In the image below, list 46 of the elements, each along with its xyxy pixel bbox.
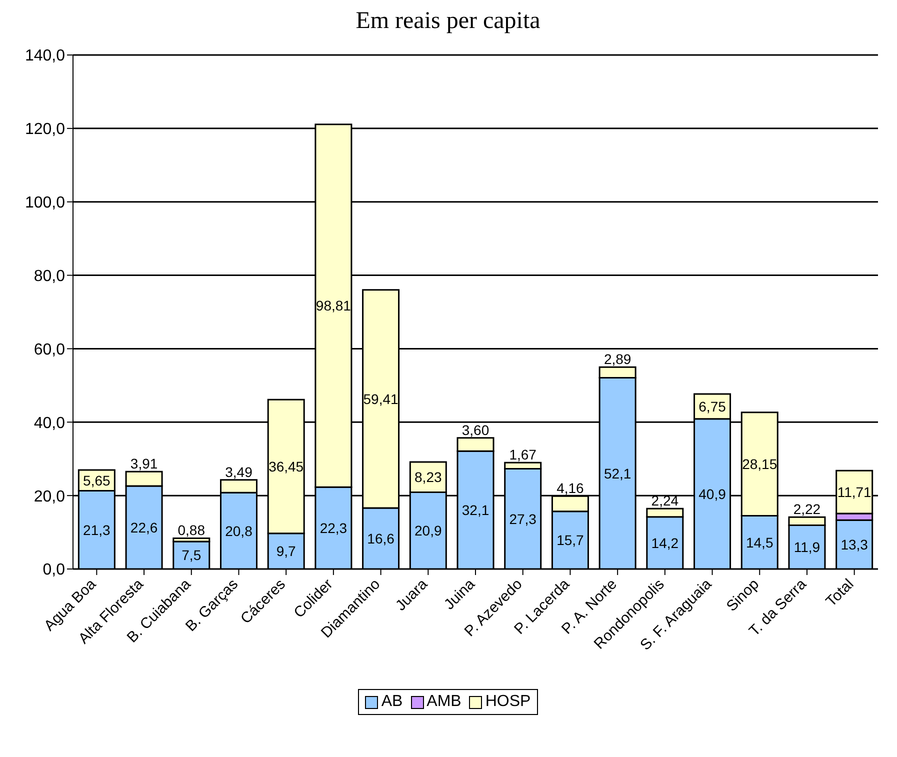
legend-label: HOSP: [485, 693, 531, 711]
data-label: 11,9: [794, 539, 820, 556]
data-label: 98,81: [316, 298, 352, 314]
data-label: 3,91: [130, 456, 158, 472]
y-tick-label: 20,0: [34, 488, 66, 506]
data-label: 52,1: [604, 465, 632, 482]
data-label: 1,67: [509, 446, 537, 463]
data-label: 27,3: [509, 510, 537, 527]
data-label: 16,6: [367, 530, 395, 547]
data-label: 14,2: [651, 534, 679, 551]
data-label: 15,7: [556, 532, 584, 548]
data-label: 6,75: [698, 398, 726, 414]
data-label: 5,65: [83, 472, 111, 488]
data-label: 20,9: [414, 522, 442, 539]
data-label: 20,8: [225, 522, 253, 539]
y-tick-label: 140,0: [24, 48, 66, 65]
data-label: 11,71: [837, 484, 872, 500]
data-label: 3,49: [225, 464, 253, 480]
data-label: 28,15: [742, 456, 778, 472]
data-label: 22,6: [130, 520, 158, 536]
y-tick-label: 60,0: [34, 341, 66, 358]
data-label: 8,23: [414, 469, 442, 486]
data-label: 2,89: [604, 351, 632, 368]
legend-label: AMB: [426, 693, 462, 711]
data-label: 2,22: [793, 501, 821, 518]
y-tick-label: 40,0: [34, 414, 66, 432]
data-label: 40,9: [698, 486, 726, 502]
data-label: 2,24: [651, 492, 679, 509]
data-label: 22,3: [320, 520, 348, 536]
data-label: 13,3: [840, 536, 868, 553]
data-label: 7,5: [182, 547, 202, 564]
data-label: 14,5: [746, 534, 774, 550]
y-tick-label: 120,0: [24, 121, 66, 138]
legend-label: AB: [381, 693, 403, 711]
y-tick-label: 100,0: [24, 194, 66, 212]
data-label: 4,16: [556, 480, 584, 496]
data-label: 9,7: [276, 543, 296, 560]
data-label: 21,3: [83, 522, 111, 538]
data-label: 3,60: [462, 422, 490, 438]
data-label: 59,41: [363, 390, 399, 407]
data-label: 36,45: [268, 458, 304, 474]
chart-title: Em reais per capita: [354, 8, 542, 35]
data-label: 32,1: [462, 502, 490, 518]
data-label: 0,88: [178, 522, 206, 538]
y-tick-label: 80,0: [34, 268, 66, 285]
y-tick-label: 0,0: [42, 562, 66, 579]
